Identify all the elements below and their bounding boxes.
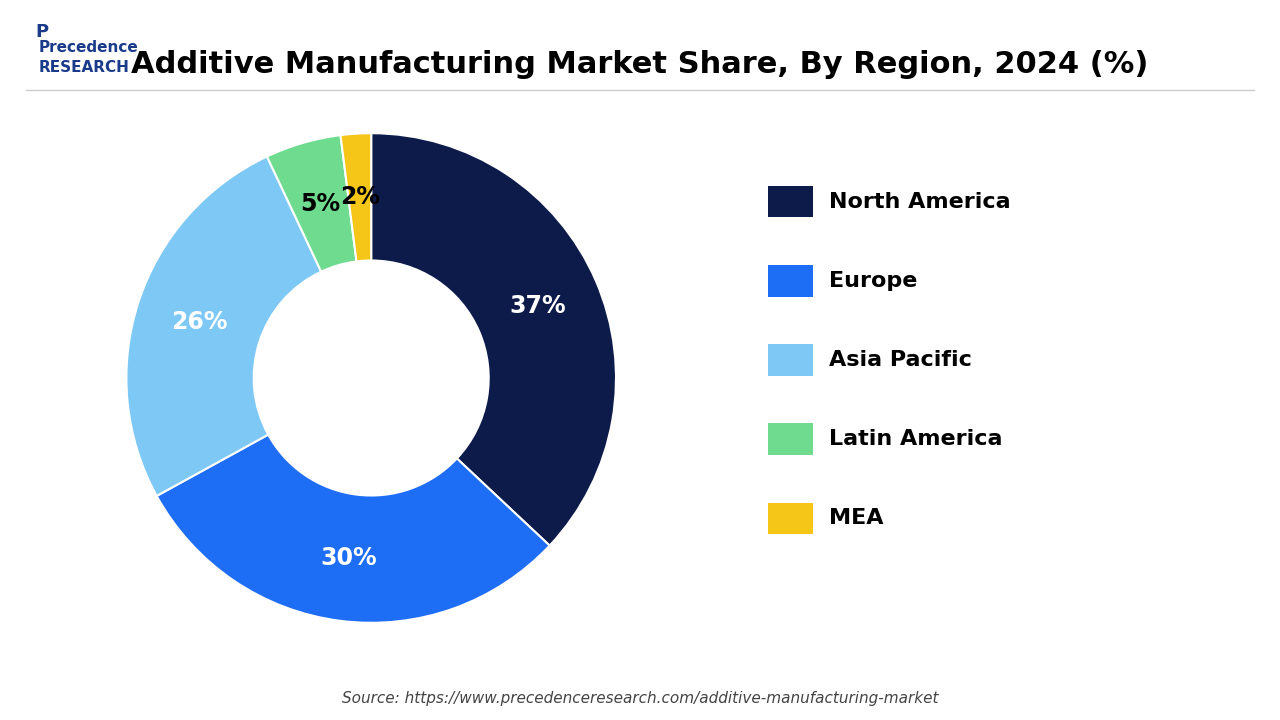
- Text: Asia Pacific: Asia Pacific: [829, 350, 973, 370]
- Text: 37%: 37%: [509, 294, 566, 318]
- Text: 5%: 5%: [301, 192, 340, 216]
- Text: Latin America: Latin America: [829, 429, 1004, 449]
- Wedge shape: [340, 133, 371, 261]
- Wedge shape: [268, 135, 356, 271]
- Text: 30%: 30%: [320, 546, 376, 570]
- Text: 26%: 26%: [170, 310, 227, 334]
- Text: P: P: [36, 23, 49, 41]
- Text: MEA: MEA: [829, 508, 884, 528]
- Text: 2%: 2%: [339, 185, 380, 210]
- Text: Precedence
RESEARCH: Precedence RESEARCH: [38, 40, 138, 75]
- Wedge shape: [127, 156, 321, 496]
- Text: Additive Manufacturing Market Share, By Region, 2024 (%): Additive Manufacturing Market Share, By …: [132, 50, 1148, 79]
- Wedge shape: [156, 435, 549, 623]
- Text: North America: North America: [829, 192, 1011, 212]
- Text: Europe: Europe: [829, 271, 918, 291]
- Wedge shape: [371, 133, 616, 546]
- Text: Source: https://www.precedenceresearch.com/additive-manufacturing-market: Source: https://www.precedenceresearch.c…: [342, 691, 938, 706]
